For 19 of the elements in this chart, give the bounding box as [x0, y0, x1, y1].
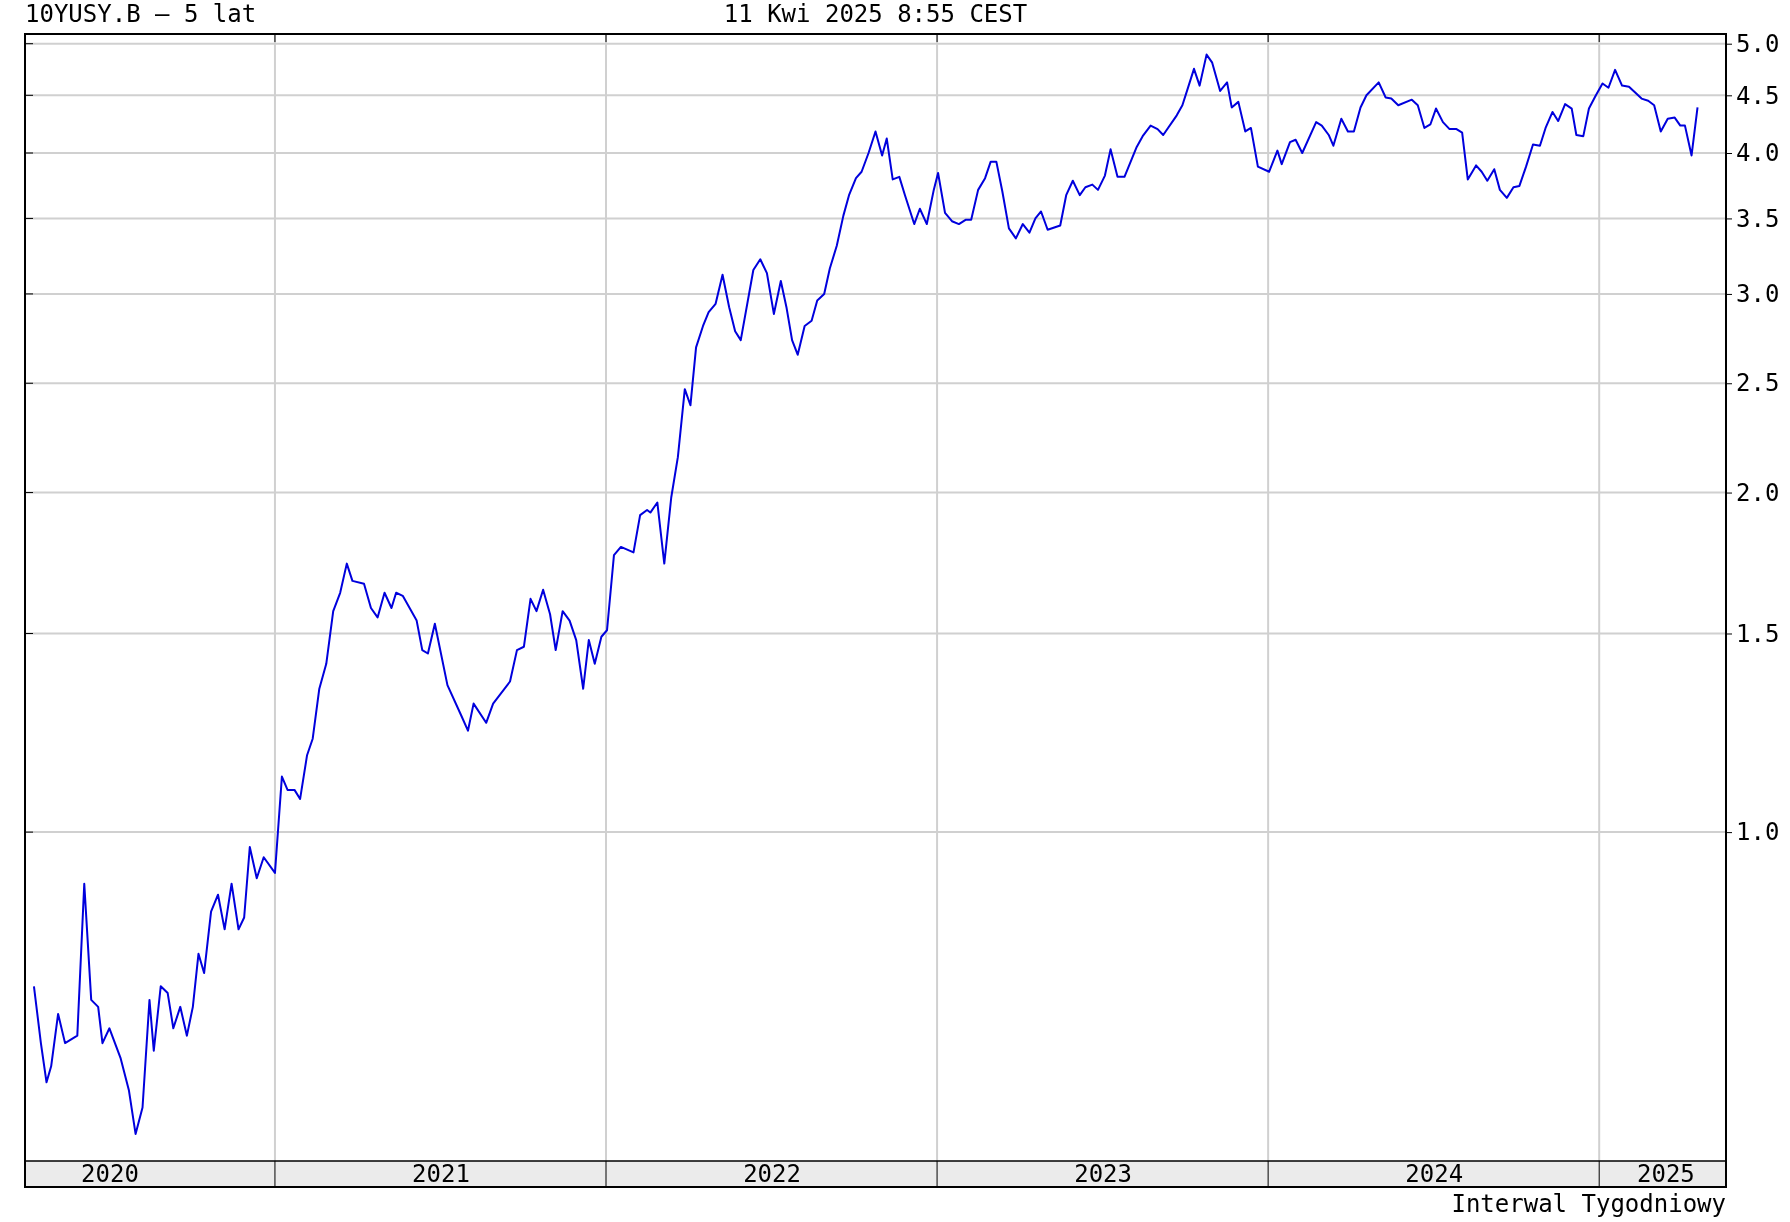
- x-tick-label: 2024: [1405, 1160, 1464, 1189]
- y-tick-label: 1.0: [1736, 818, 1780, 847]
- x-tick-label: 2023: [1074, 1160, 1133, 1189]
- text: Interwal Tygodniowy: [1451, 1190, 1726, 1218]
- y-tick-label: 2.5: [1736, 369, 1780, 398]
- x-tick-label: 2025: [1637, 1160, 1695, 1189]
- text: 11 Kwi 2025 8:55 CEST: [723, 0, 1028, 28]
- x-tick-label: 2020: [81, 1160, 139, 1189]
- y-tick-label: 4.0: [1736, 139, 1780, 168]
- y-tick-label: 1.5: [1736, 619, 1780, 648]
- y-tick-label: 3.0: [1736, 280, 1780, 309]
- y-tick-label: 4.5: [1736, 81, 1780, 110]
- y-tick-label: 2.0: [1736, 478, 1780, 507]
- x-tick-label: 2022: [743, 1160, 801, 1189]
- y-tick-label: 3.5: [1736, 204, 1780, 233]
- x-tick-label: 2021: [412, 1160, 470, 1189]
- chart-title: 10YUSY.B – 5 lat: [25, 0, 257, 28]
- line-series: [32, 53, 1699, 1135]
- y-tick-label: 5.0: [1736, 29, 1780, 58]
